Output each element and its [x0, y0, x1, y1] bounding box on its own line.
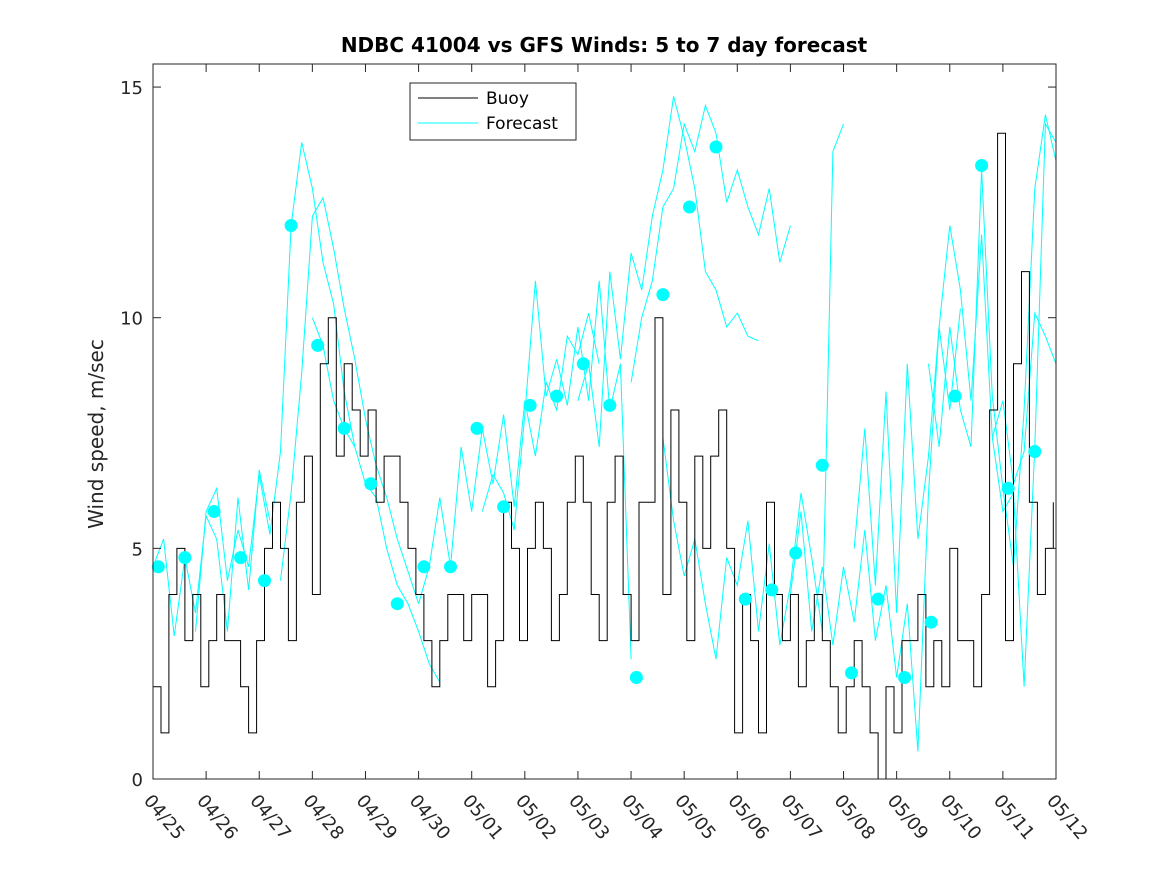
forecast-marker — [629, 671, 643, 684]
forecast-line-7 — [577, 96, 759, 447]
chart-title: NDBC 41004 vs GFS Winds: 5 to 7 day fore… — [341, 33, 868, 57]
forecast-marker — [364, 477, 378, 491]
forecast-line-3 — [280, 196, 420, 604]
forecast-marker — [284, 219, 298, 232]
x-tick-label: 05/10 — [936, 791, 985, 844]
forecast-marker — [709, 140, 723, 154]
forecast-marker — [871, 592, 885, 606]
forecast-marker — [1001, 481, 1015, 495]
forecast-line-2 — [195, 142, 356, 632]
forecast-line-13 — [991, 311, 1057, 484]
forecast-marker — [576, 357, 590, 371]
forecast-marker — [603, 398, 617, 412]
x-tick-label: 04/28 — [299, 791, 348, 844]
forecast-marker — [656, 288, 670, 302]
forecast-marker — [337, 421, 351, 435]
x-tick-label: 05/11 — [989, 791, 1038, 844]
x-tick-label: 05/02 — [511, 791, 560, 844]
y-axis-label: Wind speed, m/sec — [84, 339, 108, 529]
forecast-line-10 — [789, 308, 961, 752]
forecast-marker — [178, 551, 192, 565]
forecast-line-8 — [630, 103, 791, 383]
x-tick-label: 04/27 — [245, 791, 294, 844]
x-tick-label: 04/25 — [139, 791, 188, 844]
forecast-marker — [523, 398, 537, 412]
y-tick-label: 0 — [132, 770, 143, 791]
buoy-line — [153, 132, 1054, 780]
forecast-marker — [845, 666, 858, 680]
x-tick-label: 05/07 — [777, 791, 826, 844]
x-tick-label: 05/09 — [883, 791, 932, 844]
forecast-marker — [765, 583, 779, 597]
forecast-marker — [497, 500, 511, 514]
x-tick-label: 04/29 — [352, 791, 401, 844]
forecast-line-1 — [152, 469, 271, 637]
forecast-marker — [234, 551, 248, 565]
x-tick-label: 05/12 — [1042, 791, 1091, 844]
forecast-marker — [390, 597, 404, 611]
x-tick-label: 04/30 — [405, 791, 454, 844]
plot-area-background — [153, 64, 1056, 779]
forecast-marker — [417, 560, 431, 574]
forecast-marker — [444, 560, 457, 574]
y-tick-label: 15 — [120, 78, 143, 99]
plot-frame — [152, 63, 1057, 780]
legend-box — [409, 82, 577, 141]
forecast-marker — [948, 389, 962, 403]
forecast-line-11 — [853, 122, 1057, 687]
x-tick-label: 05/05 — [670, 791, 719, 844]
legend: Buoy Forecast — [409, 82, 577, 141]
x-tick-label: 05/04 — [617, 791, 666, 844]
forecast-marker — [815, 458, 829, 472]
forecast-line-9 — [662, 123, 844, 660]
y-tick-label: 5 — [132, 539, 143, 560]
forecast-marker — [550, 389, 564, 403]
forecast-line-12 — [928, 114, 1057, 567]
forecast-marker — [1028, 445, 1042, 458]
forecast-marker — [924, 615, 938, 629]
x-tick-label: 05/01 — [458, 791, 507, 844]
forecast-marker — [151, 560, 165, 574]
forecast-markers — [151, 140, 1042, 684]
legend-forecast-label: Forecast — [486, 114, 558, 134]
forecast-marker — [470, 421, 484, 435]
forecast-marker — [898, 671, 912, 684]
forecast-marker — [975, 159, 989, 172]
x-tick-label: 04/26 — [192, 791, 241, 844]
forecast-marker — [683, 200, 696, 214]
forecast-marker — [258, 574, 271, 588]
forecast-marker — [207, 505, 221, 518]
y-tick-label: 10 — [120, 309, 143, 330]
x-tick-label: 05/06 — [723, 791, 772, 844]
forecast-line-5 — [418, 312, 600, 604]
forecast-marker — [738, 592, 752, 606]
x-tick-label: 05/03 — [564, 791, 613, 844]
x-tick-label: 05/08 — [830, 791, 879, 844]
forecast-marker — [311, 338, 325, 352]
legend-buoy-label: Buoy — [486, 89, 529, 109]
forecast-marker — [789, 546, 803, 560]
